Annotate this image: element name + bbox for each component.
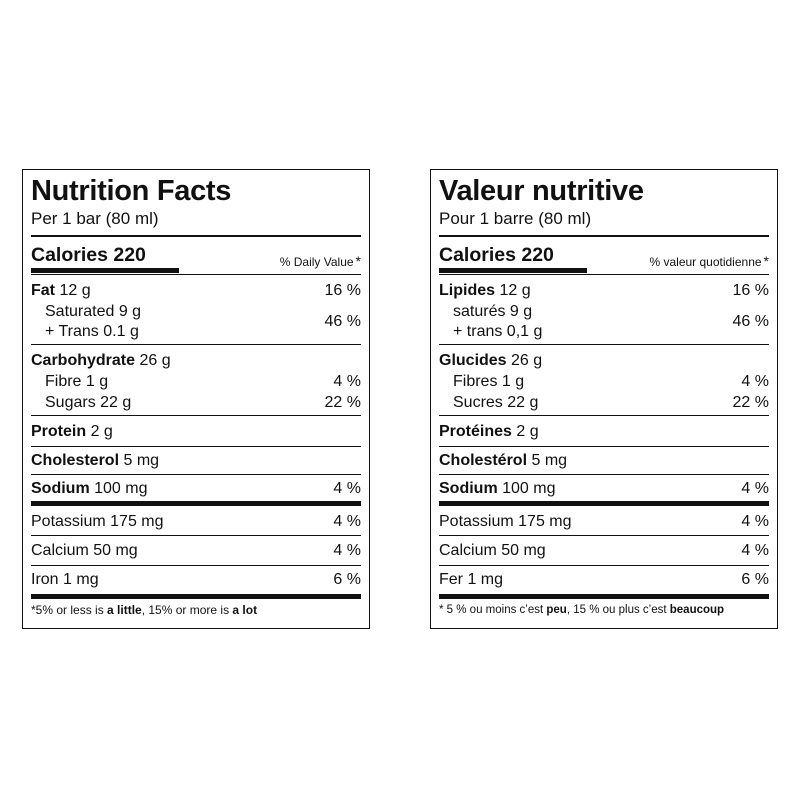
- divider: [439, 274, 769, 275]
- daily-value-header: % valeur quotidienne *: [439, 253, 769, 270]
- trans-label: + Trans 0.1 g: [45, 323, 139, 340]
- footnote-bold: a little: [107, 603, 142, 617]
- carb-name: Glucides: [439, 352, 507, 369]
- footnote-bold: a lot: [232, 603, 258, 617]
- potassium-label: Potassium 175 mg: [439, 513, 572, 530]
- satfat-dv: 46 %: [732, 313, 769, 330]
- divider: [31, 565, 361, 566]
- calcium-label: Calcium 50 mg: [439, 542, 546, 559]
- fat-amount: 12 g: [59, 282, 91, 299]
- iron-label: Iron 1 mg: [31, 571, 99, 588]
- calories-underline: [31, 268, 179, 273]
- sugars-dv: 22 %: [324, 394, 361, 411]
- iron-dv: 6 %: [741, 571, 769, 588]
- fat-name: Fat: [31, 282, 55, 299]
- cholesterol-name: Cholestérol: [439, 452, 528, 469]
- footnote-text: , 15 % ou plus c’est: [566, 604, 670, 616]
- nutrition-facts-panel-english: Nutrition Facts Per 1 bar (80 ml) Calori…: [22, 169, 370, 629]
- divider: [439, 474, 769, 475]
- fibre-dv: 4 %: [741, 373, 769, 390]
- saturated-label: saturés 9 g: [453, 303, 533, 320]
- divider: [31, 235, 361, 237]
- footnote-bold: peu: [546, 604, 567, 616]
- cholesterol-name: Cholesterol: [31, 452, 120, 469]
- calcium-dv: 4 %: [333, 542, 361, 559]
- satfat-dv: 46 %: [324, 313, 361, 330]
- footnote-text: * 5 % ou moins c’est: [439, 604, 547, 616]
- divider-thick: [439, 501, 769, 506]
- divider: [31, 415, 361, 416]
- sodium-name: Sodium: [439, 480, 498, 497]
- divider-thick: [31, 501, 361, 506]
- iron-label: Fer 1 mg: [439, 571, 504, 588]
- divider-thick: [439, 594, 769, 599]
- serving-size: Pour 1 barre (80 ml): [439, 209, 592, 228]
- potassium-dv: 4 %: [333, 513, 361, 530]
- protein-name: Protéines: [439, 423, 512, 440]
- sugars-label: Sugars 22 g: [45, 394, 132, 411]
- divider: [439, 565, 769, 566]
- saturated-label: Saturated 9 g: [45, 303, 142, 320]
- sodium-name: Sodium: [31, 480, 90, 497]
- carb-amount: 26 g: [139, 352, 171, 369]
- cholesterol-amount: 5 mg: [531, 452, 568, 469]
- divider: [31, 535, 361, 536]
- calcium-dv: 4 %: [741, 542, 769, 559]
- footnote-text: *5% or less is: [31, 603, 108, 617]
- sodium-dv: 4 %: [333, 480, 361, 497]
- potassium-dv: 4 %: [741, 513, 769, 530]
- divider-thick: [31, 594, 361, 599]
- footnote-bold: beaucoup: [669, 604, 725, 616]
- daily-value-asterisk: *: [763, 253, 769, 269]
- fibre-dv: 4 %: [333, 373, 361, 390]
- serving-size: Per 1 bar (80 ml): [31, 209, 159, 228]
- calories-label: Calories 220: [31, 244, 146, 266]
- daily-value-header: % Daily Value *: [31, 253, 361, 270]
- sugars-dv: 22 %: [732, 394, 769, 411]
- sodium-amount: 100 mg: [94, 480, 148, 497]
- potassium-label: Potassium 175 mg: [31, 513, 164, 530]
- daily-value-asterisk: *: [355, 253, 361, 269]
- divider: [31, 344, 361, 345]
- daily-value-header-text: % valeur quotidienne: [649, 255, 762, 269]
- sodium-amount: 100 mg: [502, 480, 556, 497]
- trans-label: + trans 0,1 g: [453, 323, 543, 340]
- divider: [439, 535, 769, 536]
- divider: [439, 415, 769, 416]
- footnote-text: , 15% or more is: [141, 603, 233, 617]
- panel-title: Valeur nutritive: [439, 175, 644, 207]
- divider: [439, 446, 769, 447]
- footnote: *5% or less is a little, 15% or more is …: [31, 602, 361, 618]
- protein-name: Protein: [31, 423, 87, 440]
- sugars-label: Sucres 22 g: [453, 394, 539, 411]
- protein-amount: 2 g: [90, 423, 113, 440]
- calcium-label: Calcium 50 mg: [31, 542, 138, 559]
- carb-name: Carbohydrate: [31, 352, 136, 369]
- fibre-label: Fibre 1 g: [45, 373, 109, 390]
- nutrition-facts-panel-french: Valeur nutritive Pour 1 barre (80 ml) Ca…: [430, 169, 778, 629]
- protein-amount: 2 g: [516, 423, 539, 440]
- fat-amount: 12 g: [499, 282, 531, 299]
- iron-dv: 6 %: [333, 571, 361, 588]
- divider: [439, 235, 769, 237]
- calories-underline: [439, 268, 587, 273]
- calories-label: Calories 220: [439, 244, 554, 266]
- fat-dv: 16 %: [324, 282, 361, 299]
- cholesterol-amount: 5 mg: [123, 452, 160, 469]
- panel-title: Nutrition Facts: [31, 175, 232, 207]
- fat-dv: 16 %: [732, 282, 769, 299]
- divider: [31, 446, 361, 447]
- divider: [439, 344, 769, 345]
- divider: [31, 474, 361, 475]
- carb-amount: 26 g: [511, 352, 543, 369]
- footnote: * 5 % ou moins c’est peu, 15 % ou plus c…: [439, 602, 769, 618]
- sodium-dv: 4 %: [741, 480, 769, 497]
- fat-name: Lipides: [439, 282, 496, 299]
- divider: [31, 274, 361, 275]
- fibre-label: Fibres 1 g: [453, 373, 525, 390]
- daily-value-header-text: % Daily Value: [279, 255, 354, 269]
